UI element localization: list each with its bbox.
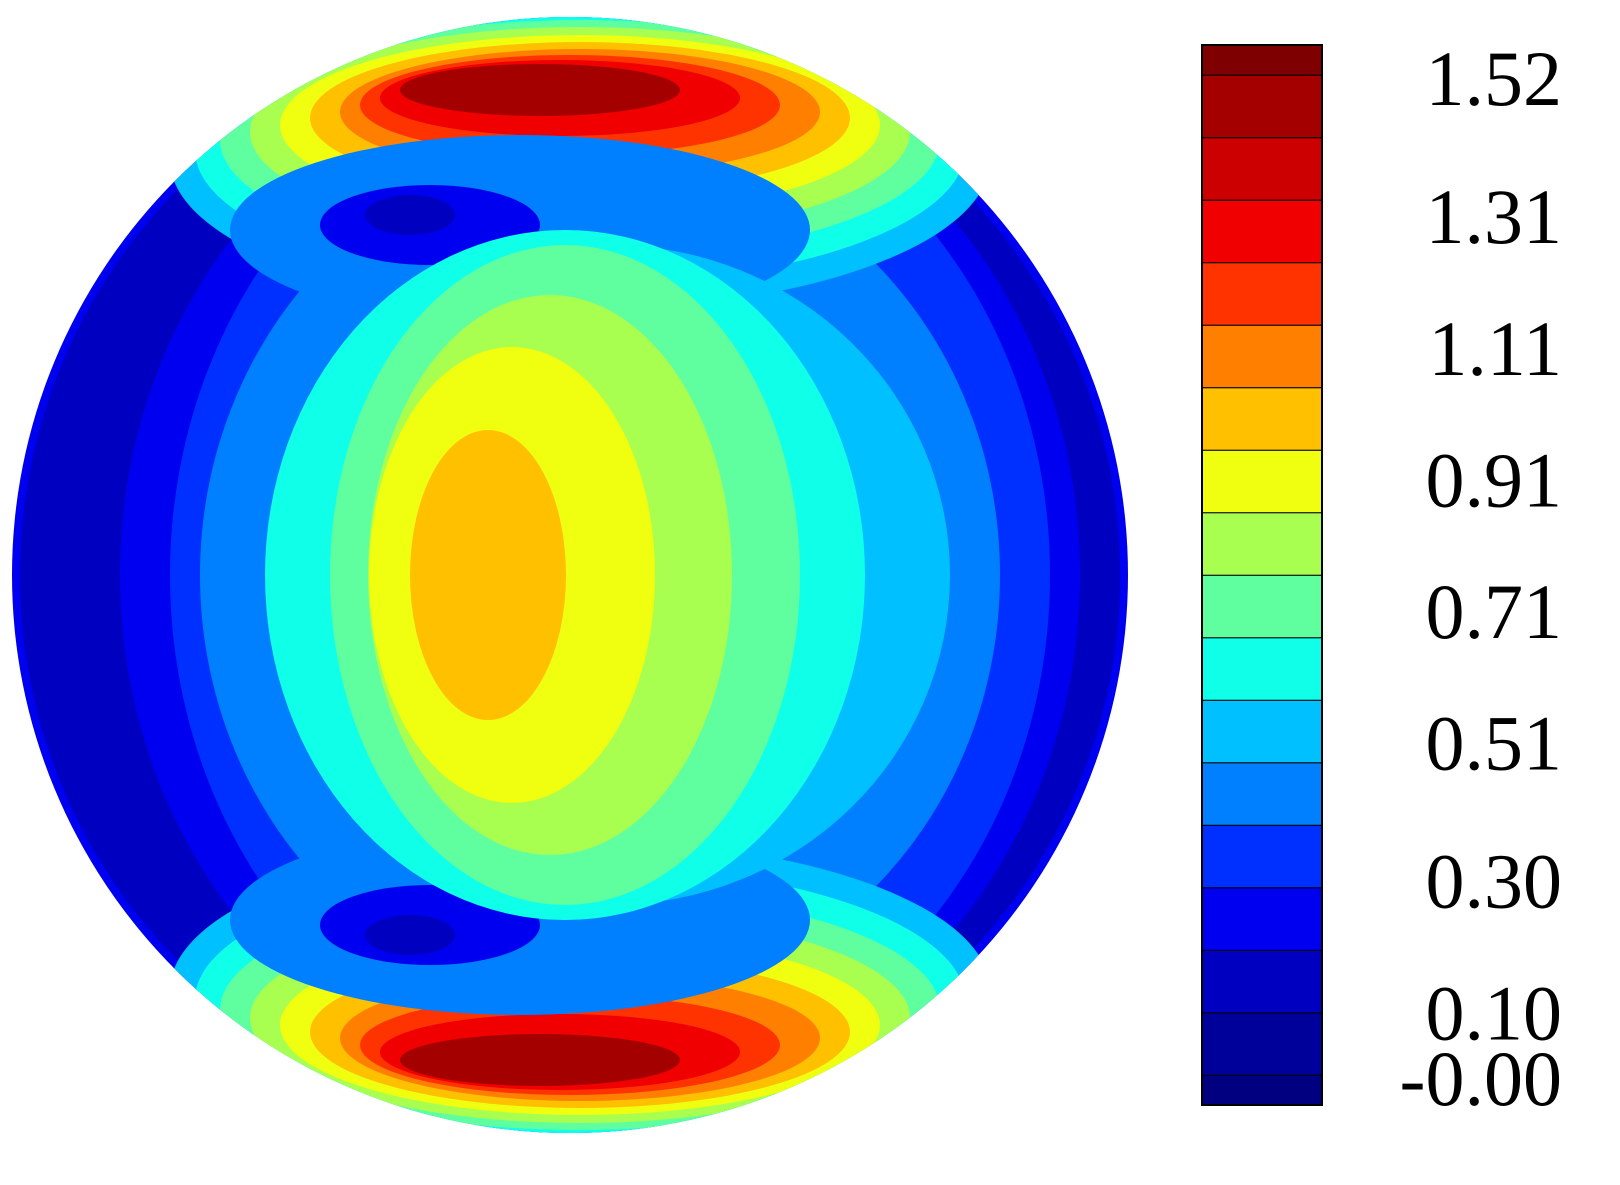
tick-label: 0.91: [1426, 436, 1563, 523]
colorbar-band: [1201, 1012, 1323, 1076]
colorbar-band: [1201, 449, 1323, 514]
colorbar-band: [1201, 199, 1323, 264]
colorbar-band: [1201, 387, 1323, 451]
colorbar-band: [1201, 574, 1323, 639]
colorbar-band: [1201, 699, 1323, 764]
colorbar-band: [1201, 137, 1323, 201]
region: [410, 430, 566, 720]
colorbar-band: [1201, 949, 1323, 1014]
colorbar-band: [1201, 637, 1323, 701]
tick-label: 1.11: [1428, 305, 1562, 392]
colorbar-band: [1201, 762, 1323, 826]
region: [365, 915, 455, 955]
bottom-crescent: [170, 825, 990, 1133]
colorbar-frame: [1201, 44, 1323, 1106]
tick-label: 0.30: [1426, 838, 1563, 925]
contour-field: [12, 17, 1128, 1133]
colorbar-band: [1201, 262, 1323, 326]
region: [400, 64, 680, 116]
tick-label: 0.51: [1426, 700, 1563, 787]
colorbar-band: [1201, 324, 1323, 389]
colorbar-band: [1201, 512, 1323, 576]
colorbar-band: [1201, 44, 1323, 76]
colorbar-band: [1201, 887, 1323, 951]
region: [400, 1034, 680, 1086]
top-crescent: [170, 17, 990, 325]
colorbar-band: [1201, 1074, 1323, 1106]
tick-label: 1.31: [1426, 173, 1563, 260]
tick-label: -0.00: [1400, 1035, 1562, 1122]
colorbar-band: [1201, 74, 1323, 139]
tick-label: 1.52: [1426, 35, 1563, 122]
tick-label: 0.10: [1426, 969, 1563, 1056]
region: [365, 195, 455, 235]
tick-label: 0.71: [1426, 568, 1563, 655]
colorbar-band: [1201, 824, 1323, 889]
colorbar: 1.52 1.31 1.11 0.91 0.71 0.51 0.30 0.10-0.00: [1201, 35, 1563, 1122]
